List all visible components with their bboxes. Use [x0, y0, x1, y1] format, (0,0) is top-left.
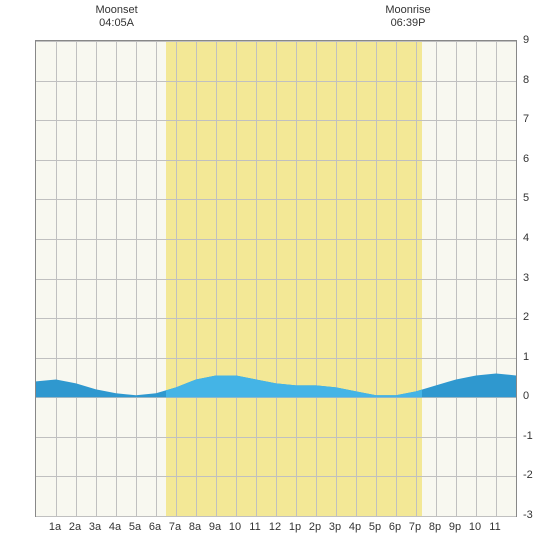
x-tick-label: 6p — [389, 521, 401, 533]
moonset-label: Moonset04:05A — [95, 4, 137, 30]
grid-line-h — [36, 318, 516, 319]
x-tick-label: 2p — [309, 521, 321, 533]
grid-line-h — [36, 81, 516, 82]
y-tick-label: -1 — [523, 430, 533, 442]
y-tick-label: 1 — [523, 351, 529, 363]
y-tick-label: 8 — [523, 74, 529, 86]
x-tick-label: 10 — [469, 521, 481, 533]
x-tick-label: 11 — [489, 521, 500, 533]
x-tick-label: 8p — [429, 521, 441, 533]
grid-line-h — [36, 397, 516, 398]
x-tick-label: 9a — [209, 521, 221, 533]
x-tick-label: 4a — [109, 521, 121, 533]
x-tick-label: 3p — [329, 521, 341, 533]
y-tick-label: 2 — [523, 311, 529, 323]
y-tick-label: 0 — [523, 390, 529, 402]
grid-line-h — [36, 516, 516, 517]
y-tick-label: 9 — [523, 34, 529, 46]
x-tick-label: 12 — [269, 521, 281, 533]
annotation-time: 06:39P — [385, 17, 430, 30]
moonrise-label: Moonrise06:39P — [385, 4, 430, 30]
grid-line-h — [36, 160, 516, 161]
y-tick-label: 5 — [523, 192, 529, 204]
grid-line-h — [36, 358, 516, 359]
grid-line-h — [36, 437, 516, 438]
x-tick-label: 1p — [289, 521, 301, 533]
grid-line-h — [36, 279, 516, 280]
tide-chart: 1a2a3a4a5a6a7a8a9a1011121p2p3p4p5p6p7p8p… — [0, 0, 550, 550]
x-tick-label: 11 — [249, 521, 260, 533]
y-tick-label: -2 — [523, 469, 533, 481]
x-tick-label: 2a — [69, 521, 81, 533]
x-tick-label: 7a — [169, 521, 181, 533]
x-tick-label: 5a — [129, 521, 141, 533]
x-tick-label: 1a — [49, 521, 61, 533]
annotation-title: Moonrise — [385, 4, 430, 17]
y-tick-label: 7 — [523, 113, 529, 125]
annotation-time: 04:05A — [95, 17, 137, 30]
grid-line-h — [36, 120, 516, 121]
x-tick-label: 3a — [89, 521, 101, 533]
grid-line-h — [36, 41, 516, 42]
x-tick-label: 4p — [349, 521, 361, 533]
x-tick-label: 10 — [229, 521, 241, 533]
grid-line-h — [36, 239, 516, 240]
x-tick-label: 6a — [149, 521, 161, 533]
x-tick-label: 8a — [189, 521, 201, 533]
x-tick-label: 5p — [369, 521, 381, 533]
grid-line-h — [36, 199, 516, 200]
y-tick-label: 4 — [523, 232, 529, 244]
y-tick-label: 6 — [523, 153, 529, 165]
y-tick-label: 3 — [523, 272, 529, 284]
annotation-title: Moonset — [95, 4, 137, 17]
x-tick-label: 9p — [449, 521, 461, 533]
plot-area — [35, 40, 517, 517]
y-tick-label: -3 — [523, 509, 533, 521]
x-tick-label: 7p — [409, 521, 421, 533]
grid-line-h — [36, 476, 516, 477]
